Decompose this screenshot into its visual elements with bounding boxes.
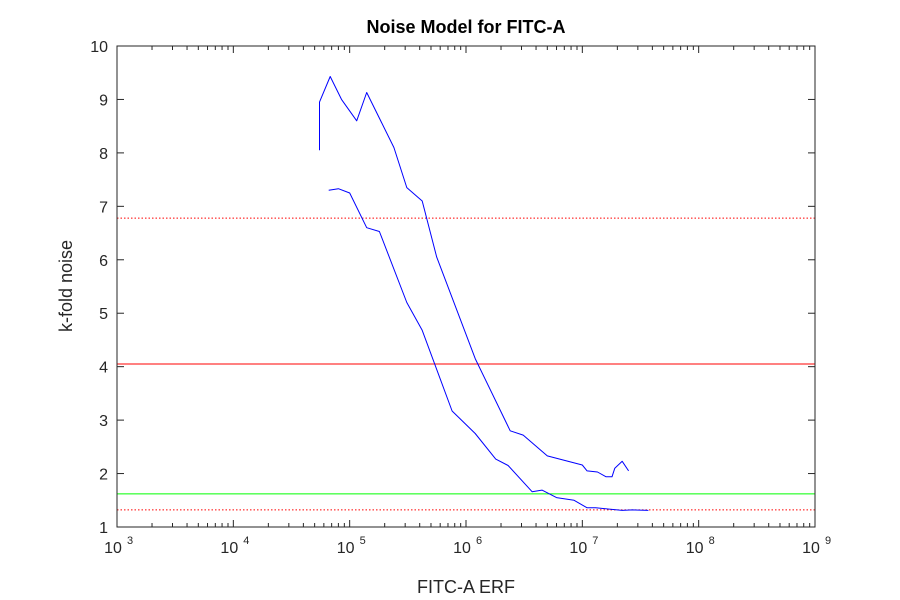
x-tick-exponent: 3 — [127, 535, 133, 547]
y-tick-label: 6 — [99, 253, 108, 270]
x-tick-exponent: 7 — [592, 535, 598, 547]
x-tick-label: 10 — [569, 540, 587, 557]
y-tick-label: 4 — [99, 360, 108, 377]
y-axis-label: k-fold noise — [56, 240, 76, 332]
x-tick-exponent: 5 — [360, 535, 366, 547]
series-line-2 — [328, 188, 649, 511]
series-lines — [319, 76, 649, 511]
y-tick-label: 9 — [99, 92, 108, 109]
x-tick-exponent: 4 — [243, 535, 249, 547]
x-tick-label: 10 — [220, 540, 238, 557]
x-tick-label: 10 — [104, 540, 122, 557]
x-tick-exponent: 6 — [476, 535, 482, 547]
x-tick-exponent: 9 — [825, 535, 831, 547]
plot-area — [116, 45, 816, 528]
y-axis-ticks: 1 2 3 4 5 6 7 8 9 10 — [90, 39, 815, 537]
series-line-1 — [319, 76, 630, 478]
x-axis-label: FITC-A ERF — [417, 577, 515, 597]
y-tick-label: 2 — [99, 467, 108, 484]
chart-title: Noise Model for FITC-A — [367, 17, 566, 37]
y-tick-label: 5 — [99, 306, 108, 323]
plot-background — [117, 46, 815, 527]
y-tick-label: 7 — [99, 199, 108, 216]
x-tick-label: 10 — [802, 540, 820, 557]
x-tick-label: 10 — [453, 540, 471, 557]
y-tick-label: 3 — [99, 413, 108, 430]
reference-lines — [117, 217, 815, 511]
y-tick-label: 10 — [90, 39, 108, 56]
x-axis-ticks: 10 3 10 4 10 5 10 6 10 7 10 8 10 9 — [104, 46, 831, 557]
x-tick-label: 10 — [337, 540, 355, 557]
x-tick-exponent: 8 — [709, 535, 715, 547]
x-tick-label: 10 — [686, 540, 704, 557]
y-tick-label: 1 — [99, 520, 108, 537]
y-tick-label: 8 — [99, 146, 108, 163]
